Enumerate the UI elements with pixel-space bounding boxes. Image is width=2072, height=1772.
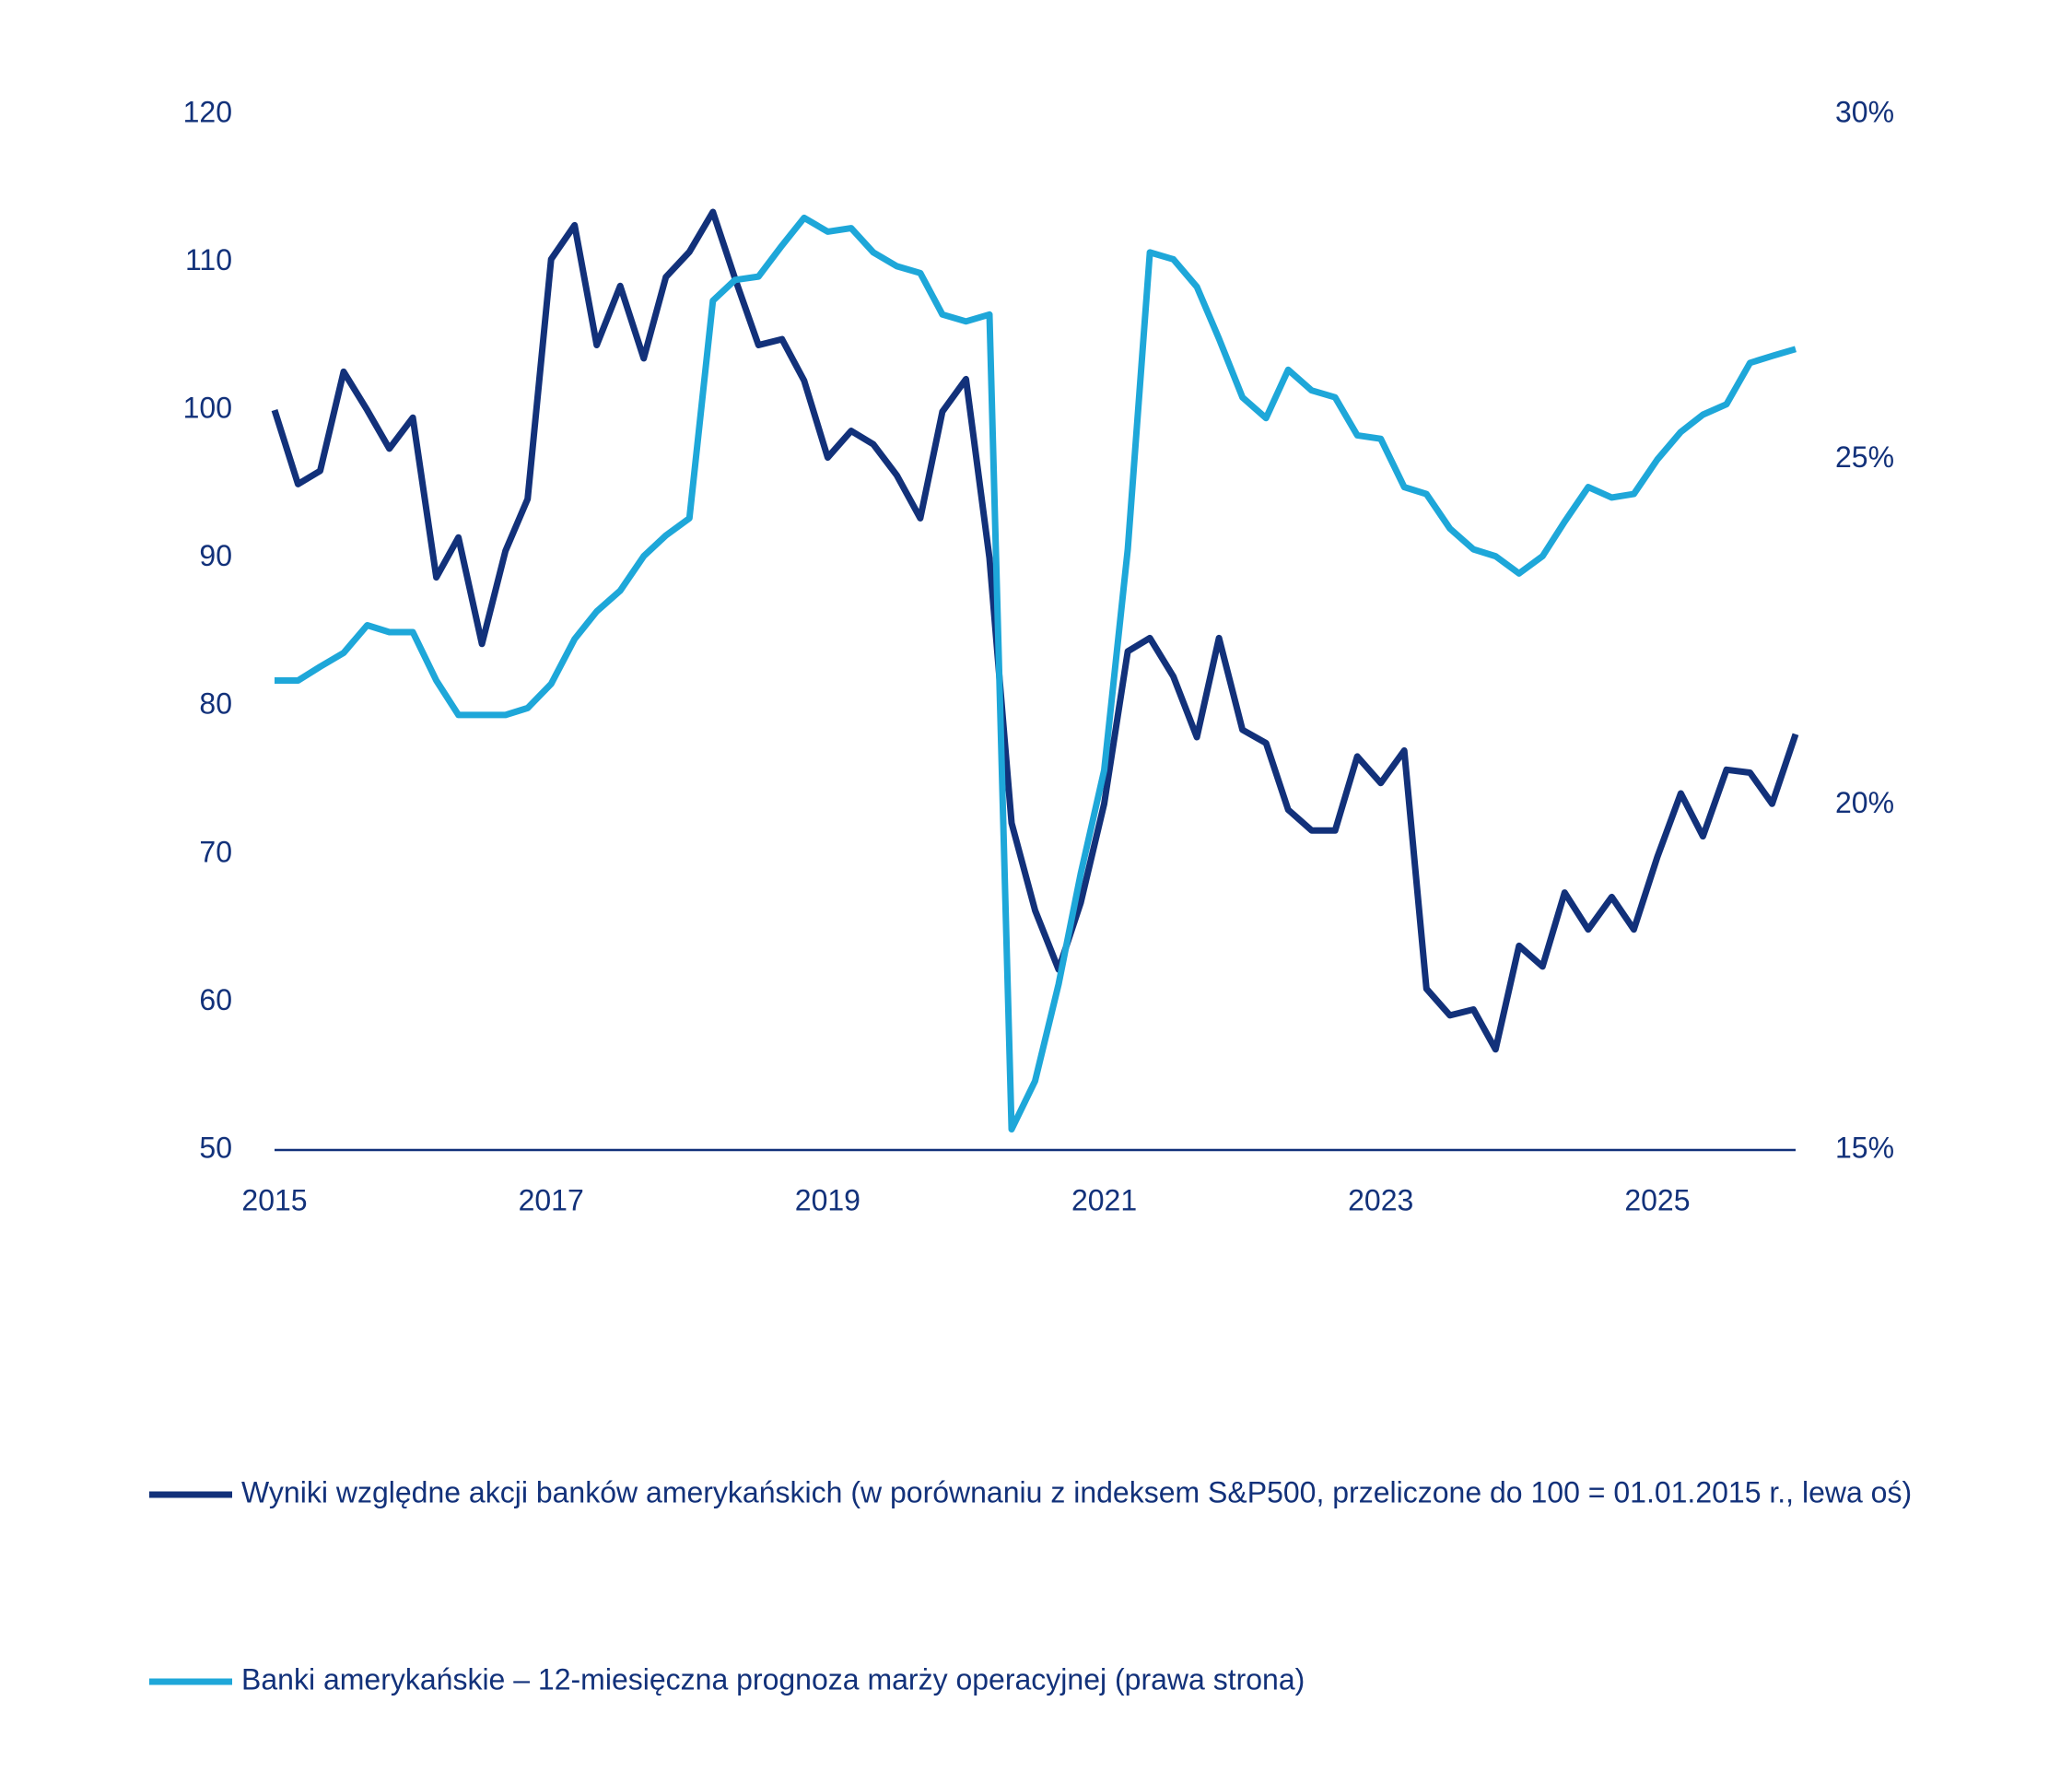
x-tick-label: 2021: [1071, 1183, 1137, 1216]
legend-label: Banki amerykańskie – 12-miesięczna progn…: [241, 1662, 1305, 1696]
y2-tick-label: 30%: [1835, 95, 1894, 128]
y-tick-label: 100: [183, 392, 232, 425]
series-line: [275, 214, 1797, 1132]
legend-label: Wyniki względne akcji banków amerykański…: [241, 1475, 1912, 1508]
y-tick-label: 80: [199, 687, 232, 721]
y2-tick-label: 20%: [1835, 786, 1894, 819]
series-line: [271, 208, 1799, 1053]
y-tick-label: 90: [199, 539, 232, 572]
y-tick-label: 50: [199, 1131, 232, 1164]
x-tick-label: 2017: [519, 1183, 584, 1216]
x-tick-label: 2015: [241, 1183, 307, 1216]
y2-tick-label: 25%: [1835, 440, 1894, 474]
y2-tick-label: 15%: [1835, 1131, 1894, 1164]
x-tick-label: 2019: [795, 1183, 860, 1216]
y-tick-label: 120: [183, 95, 232, 128]
y-tick-label: 110: [185, 243, 232, 276]
y-tick-label: 60: [199, 983, 232, 1016]
x-tick-label: 2025: [1624, 1183, 1690, 1216]
x-tick-label: 2023: [1348, 1183, 1413, 1216]
y-tick-label: 70: [199, 835, 232, 868]
